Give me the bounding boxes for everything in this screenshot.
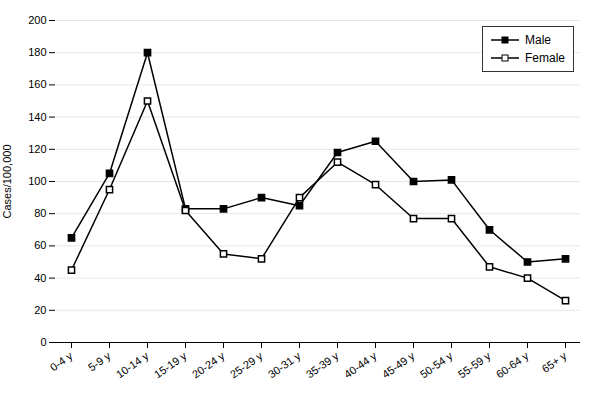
svg-text:Cases/100,000: Cases/100,000: [1, 145, 13, 219]
svg-text:5-9 y: 5-9 y: [86, 349, 113, 373]
svg-text:65+ y: 65+ y: [539, 349, 569, 375]
svg-text:100: 100: [28, 175, 46, 187]
svg-text:20-24 y: 20-24 y: [190, 349, 227, 380]
svg-text:140: 140: [28, 111, 46, 123]
svg-text:20: 20: [34, 304, 46, 316]
svg-text:200: 200: [28, 14, 46, 26]
svg-text:45-49 y: 45-49 y: [380, 349, 417, 380]
svg-text:160: 160: [28, 78, 46, 90]
svg-text:60-64 y: 60-64 y: [494, 349, 531, 380]
svg-text:80: 80: [34, 207, 46, 219]
svg-text:40-44 y: 40-44 y: [342, 349, 379, 380]
svg-text:15-19 y: 15-19 y: [152, 349, 189, 380]
svg-text:25-29 y: 25-29 y: [228, 349, 265, 380]
svg-text:30-31 y: 30-31 y: [266, 349, 303, 380]
svg-text:40: 40: [34, 272, 46, 284]
svg-text:0: 0: [40, 336, 46, 348]
svg-text:120: 120: [28, 143, 46, 155]
svg-text:55-59 y: 55-59 y: [456, 349, 493, 380]
html-text:Female: Female: [525, 51, 565, 65]
svg-text:60: 60: [34, 239, 46, 251]
svg-text:50-54 y: 50-54 y: [418, 349, 455, 380]
svg-text:35-39 y: 35-39 y: [304, 349, 341, 380]
svg-text:0-4 y: 0-4 y: [48, 349, 75, 373]
svg-text:180: 180: [28, 46, 46, 58]
html-text:Male: Male: [525, 33, 551, 47]
svg-text:10-14 y: 10-14 y: [114, 349, 151, 380]
